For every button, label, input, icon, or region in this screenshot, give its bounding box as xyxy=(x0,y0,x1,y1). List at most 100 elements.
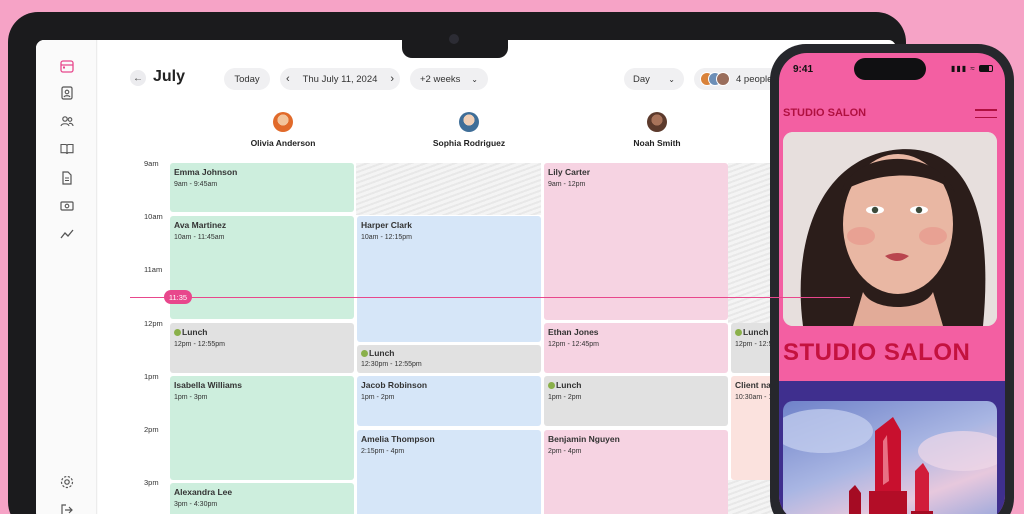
appointment-card[interactable]: Isabella Williams 1pm - 3pm xyxy=(170,376,354,480)
appointment-card[interactable]: Harper Clark 10am - 12:15pm xyxy=(357,216,541,342)
appointment-time: 3pm - 4:30pm xyxy=(174,501,218,508)
appointment-time: 12:30pm - 12:55pm xyxy=(361,361,422,368)
phone-frame: 9:41 ▮▮▮ ≈ STUDIO SALON xyxy=(770,44,1014,514)
avatar xyxy=(459,112,479,132)
unavailable-block xyxy=(356,163,541,215)
client-name: Harper Clark xyxy=(361,220,413,230)
appointment-time: 10am - 11:45am xyxy=(174,234,225,241)
cash-icon[interactable] xyxy=(59,198,75,214)
hero-title: STUDIO SALON xyxy=(783,339,971,366)
appointment-card[interactable]: Emma Johnson 9am - 9:45am xyxy=(170,163,354,212)
appointment-card[interactable]: Lily Carter 9am - 12pm xyxy=(544,163,728,320)
contact-card-icon[interactable] xyxy=(59,85,75,101)
appointment-time: 12pm - 12:45pm xyxy=(548,341,599,348)
hour-label: 1pm xyxy=(144,372,159,381)
range-label: +2 weeks xyxy=(420,73,461,85)
today-button[interactable]: Today xyxy=(224,68,270,90)
appointment-time: 1pm - 2pm xyxy=(361,394,395,401)
hour-label: 10am xyxy=(144,212,163,221)
lunch-label: Lunch xyxy=(369,348,395,358)
client-name: Benjamin Nguyen xyxy=(548,434,620,444)
current-time-badge: 11:35 xyxy=(164,290,192,304)
client-name: Ethan Jones xyxy=(548,327,599,337)
battery-icon xyxy=(979,65,993,72)
site-logo[interactable]: STUDIO SALON xyxy=(783,107,867,119)
hero-portrait-image xyxy=(783,132,997,326)
lipstick-image xyxy=(783,401,997,514)
appointment-card[interactable]: Benjamin Nguyen 2pm - 4pm xyxy=(544,430,728,514)
analytics-icon[interactable] xyxy=(59,226,75,242)
client-name: Isabella Williams xyxy=(174,380,242,390)
client-name: Lily Carter xyxy=(548,167,591,177)
back-button[interactable]: ← xyxy=(130,70,146,86)
chevron-down-icon: ⌄ xyxy=(668,74,675,84)
client-name: Amelia Thompson xyxy=(361,434,435,444)
view-selector[interactable]: Day ⌄ xyxy=(624,68,684,90)
appointment-card[interactable]: Ethan Jones 12pm - 12:45pm xyxy=(544,323,728,373)
view-label: Day xyxy=(633,73,650,85)
chevron-right-icon[interactable]: › xyxy=(390,73,394,85)
appointment-card[interactable]: Amelia Thompson 2:15pm - 4pm xyxy=(357,430,541,514)
lunch-icon xyxy=(174,329,181,336)
users-icon[interactable] xyxy=(59,113,75,129)
settings-icon[interactable] xyxy=(59,474,75,490)
current-time-line xyxy=(130,297,850,298)
appointment-time: 12pm - 12:55pm xyxy=(174,341,225,348)
avatar xyxy=(647,112,667,132)
status-icons: ▮▮▮ ≈ xyxy=(951,64,993,73)
client-name: Emma Johnson xyxy=(174,167,238,177)
calendar-app: ← July Today ‹ Thu July 11, 2024 › +2 we… xyxy=(36,40,896,514)
staff-name: Olivia Anderson xyxy=(250,138,316,148)
appointment-card[interactable]: Jacob Robinson 1pm - 2pm xyxy=(357,376,541,426)
dynamic-island xyxy=(854,58,926,80)
lunch-label: Lunch xyxy=(182,327,208,337)
appointment-time: 2:15pm - 4pm xyxy=(361,448,405,455)
lunch-icon xyxy=(548,382,555,389)
appointment-time: 10am - 12:15pm xyxy=(361,234,412,241)
month-title: July xyxy=(153,68,186,85)
hour-label: 9am xyxy=(144,159,159,168)
camera-icon xyxy=(449,34,459,44)
client-name: Ava Martinez xyxy=(174,220,227,230)
lunch-label: Lunch xyxy=(743,327,769,337)
arrow-left-icon: ← xyxy=(133,72,143,84)
salon-website: 9:41 ▮▮▮ ≈ STUDIO SALON xyxy=(779,53,1005,514)
hour-label: 2pm xyxy=(144,425,159,434)
wifi-icon: ≈ xyxy=(970,64,976,73)
lunch-block[interactable]: Lunch 12:30pm - 12:55pm xyxy=(357,345,541,373)
hour-label: 3pm xyxy=(144,478,159,487)
staff-column-header[interactable]: Noah Smith xyxy=(572,112,742,148)
client-name: Client nam xyxy=(735,380,779,390)
laptop-notch xyxy=(402,24,508,58)
appointment-time: 12pm - 12:55pm xyxy=(735,341,786,348)
appointment-time: 10:30am - 1 xyxy=(735,394,773,401)
sidebar xyxy=(36,40,97,514)
lunch-label: Lunch xyxy=(556,380,582,390)
lunch-icon xyxy=(361,350,368,357)
calendar-icon[interactable] xyxy=(59,58,75,74)
appointment-card[interactable]: Alexandra Lee 3pm - 4:30pm xyxy=(170,483,354,514)
range-selector[interactable]: +2 weeks ⌄ xyxy=(410,68,488,90)
appointment-time: 1pm - 2pm xyxy=(548,394,582,401)
document-icon[interactable] xyxy=(59,170,75,186)
staff-name: Noah Smith xyxy=(633,138,681,148)
unavailable-block xyxy=(728,163,778,323)
lunch-block[interactable]: Lunch 12pm - 12:55pm xyxy=(170,323,354,373)
staff-column-header[interactable]: Olivia Anderson xyxy=(198,112,368,148)
people-count: 4 people xyxy=(736,73,773,85)
chevron-left-icon[interactable]: ‹ xyxy=(286,73,290,85)
people-selector[interactable]: 4 people xyxy=(694,68,794,90)
logout-icon[interactable] xyxy=(59,502,75,514)
hamburger-menu-icon[interactable] xyxy=(975,109,997,121)
hour-label: 12pm xyxy=(144,319,163,328)
book-icon[interactable] xyxy=(59,141,75,157)
appointment-card[interactable]: Ava Martinez 10am - 11:45am xyxy=(170,216,354,319)
hour-label: 11am xyxy=(144,265,163,274)
chevron-down-icon: ⌄ xyxy=(471,74,478,84)
lunch-block[interactable]: Lunch 1pm - 2pm xyxy=(544,376,728,426)
staff-column-header[interactable]: Sophia Rodriguez xyxy=(384,112,554,148)
current-date-label[interactable]: Thu July 11, 2024 xyxy=(302,73,378,85)
appointment-time: 9am - 9:45am xyxy=(174,181,218,188)
avatar xyxy=(273,112,293,132)
status-time: 9:41 xyxy=(793,64,814,75)
